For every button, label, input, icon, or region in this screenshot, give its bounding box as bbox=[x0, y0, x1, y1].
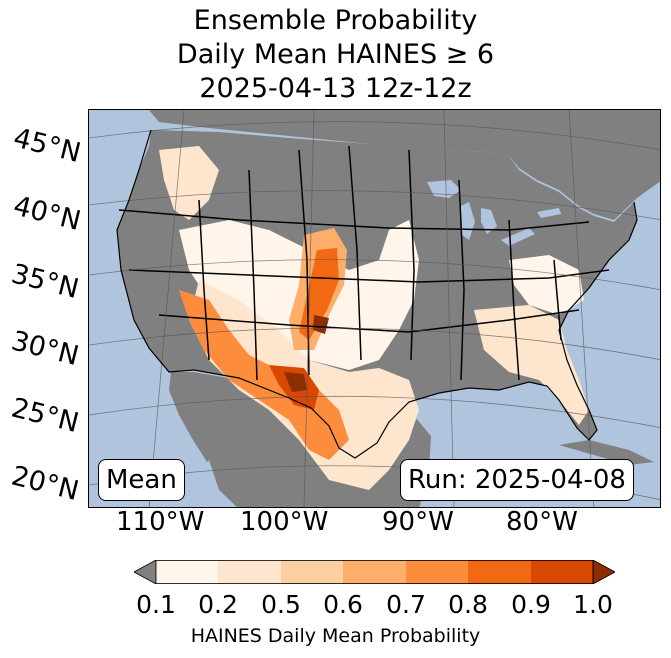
baja-land bbox=[169, 372, 214, 462]
colorbar-bin-3 bbox=[281, 560, 343, 584]
lon-label-80: 80°W bbox=[506, 507, 578, 537]
cbar-tick-6: 0.9 bbox=[511, 590, 551, 619]
title-line-1: Ensemble Probability bbox=[193, 5, 478, 36]
colorbar-bin-6 bbox=[468, 560, 531, 584]
colorbar-bin-4 bbox=[343, 560, 406, 584]
cbar-tick-5: 0.8 bbox=[448, 590, 488, 619]
colorbar-label: HAINES Daily Mean Probability bbox=[190, 625, 481, 647]
coastline bbox=[116, 129, 638, 459]
colorbar-bin-1 bbox=[156, 560, 218, 584]
prob-low-west bbox=[159, 146, 219, 220]
cuba-land bbox=[559, 440, 654, 465]
cbar-tick-7: 1.0 bbox=[573, 590, 613, 619]
colorbar bbox=[134, 560, 615, 584]
cbar-tick-1: 0.2 bbox=[198, 590, 238, 619]
lat-label-35: 35°N bbox=[8, 258, 82, 306]
colorbar-frame bbox=[155, 560, 594, 584]
run-label-box: Run: 2025-04-08 bbox=[400, 459, 634, 501]
mean-label-box: Mean bbox=[98, 459, 185, 501]
probability-map bbox=[88, 109, 661, 508]
cbar-tick-2: 0.5 bbox=[261, 590, 301, 619]
cbar-tick-4: 0.7 bbox=[386, 590, 426, 619]
map-title: Ensemble Probability Daily Mean HAINES ≥… bbox=[0, 4, 671, 106]
canada-land bbox=[149, 110, 660, 220]
lon-label-100: 100°W bbox=[240, 507, 329, 537]
lon-label-110: 110°W bbox=[116, 507, 205, 537]
lat-label-20: 20°N bbox=[8, 460, 82, 508]
prob-max-colorado bbox=[313, 315, 329, 334]
cbar-tick-0: 0.1 bbox=[136, 590, 176, 619]
great-lakes bbox=[427, 180, 561, 246]
lat-label-45: 45°N bbox=[10, 122, 84, 170]
map-canvas bbox=[89, 110, 660, 507]
colorbar-bin-7 bbox=[531, 560, 593, 584]
lat-label-40: 40°N bbox=[10, 190, 84, 238]
prob-max-texas bbox=[284, 372, 307, 392]
lat-label-25: 25°N bbox=[8, 392, 82, 440]
cbar-tick-3: 0.6 bbox=[323, 590, 363, 619]
colorbar-bin-5 bbox=[406, 560, 468, 584]
title-line-2: Daily Mean HAINES ≥ 6 bbox=[176, 39, 495, 70]
lon-label-90: 90°W bbox=[382, 507, 454, 537]
prob-low-east bbox=[509, 255, 584, 315]
colorbar-under-arrow bbox=[134, 560, 157, 584]
lat-label-30: 30°N bbox=[8, 325, 82, 373]
colorbar-over-arrow bbox=[592, 560, 615, 584]
title-line-3: 2025-04-13 12z-12z bbox=[199, 73, 472, 104]
colorbar-bin-2 bbox=[218, 560, 281, 584]
